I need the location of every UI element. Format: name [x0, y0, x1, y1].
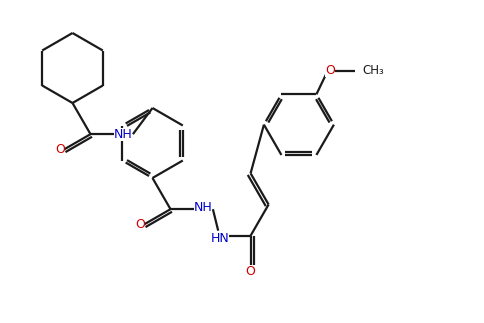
Text: O: O: [136, 218, 145, 231]
Text: NH: NH: [193, 201, 212, 214]
Text: HN: HN: [210, 232, 228, 245]
Text: NH: NH: [113, 128, 132, 141]
Text: O: O: [245, 265, 255, 278]
Text: O: O: [56, 143, 65, 156]
Text: CH₃: CH₃: [362, 65, 383, 78]
Text: O: O: [324, 65, 334, 78]
